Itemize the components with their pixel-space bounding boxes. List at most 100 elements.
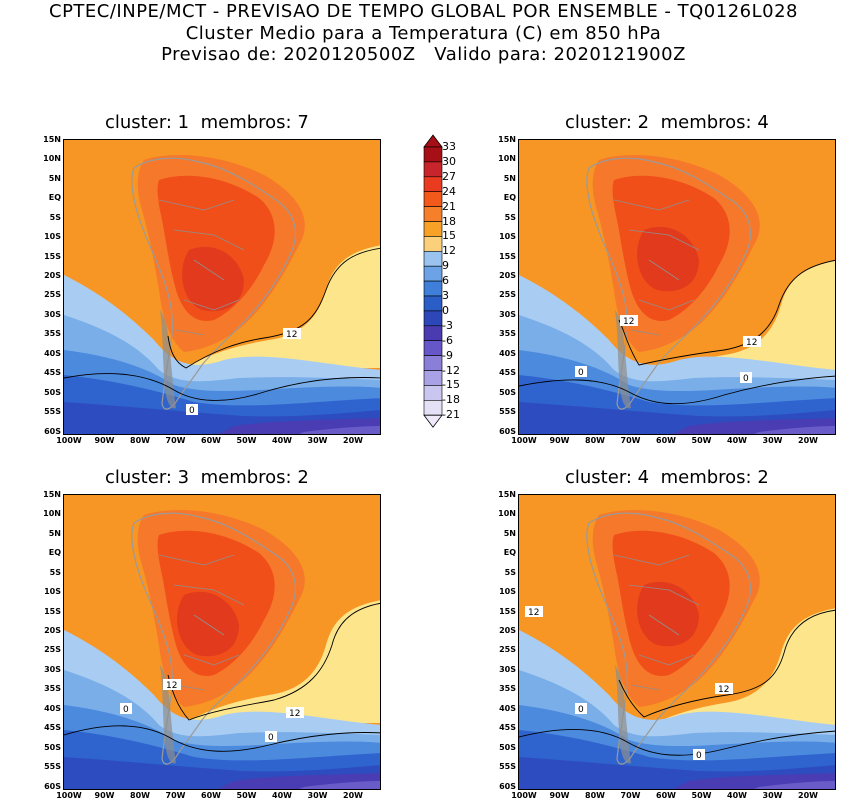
- x-axis-tick-label: 40W: [272, 791, 292, 800]
- header-line-2: Cluster Medio para a Temperatura (C) em …: [185, 23, 662, 44]
- contour-label: 12: [623, 317, 634, 327]
- x-axis-tick-label: 80W: [130, 791, 150, 800]
- band-24-core: [637, 581, 699, 647]
- x-axis-tick-label: 20W: [798, 791, 818, 800]
- colorbar-label: 24: [442, 184, 456, 198]
- band-9-atlantic: [639, 260, 835, 383]
- band-m12-south: [754, 781, 835, 789]
- colorbar-swatch: [423, 370, 443, 386]
- contour-line-0: [64, 725, 380, 752]
- panel-title-3: cluster: 3 membros: 2: [105, 467, 309, 488]
- y-axis-tick-label: 5N: [48, 173, 61, 183]
- y-axis-tick-label: 10S: [44, 587, 61, 597]
- y-axis-tick-label: 40S: [44, 703, 61, 713]
- y-axis-tick-label: 40S: [44, 348, 61, 358]
- x-axis-tick-label: 70W: [620, 436, 641, 445]
- colorbar-label: -15: [442, 378, 460, 392]
- band-12-atlantic: [769, 495, 835, 553]
- colorbar-swatch: [423, 295, 443, 312]
- y-axis-tick-label: 60S: [499, 781, 516, 791]
- contour-label-box: [620, 315, 638, 326]
- contour-label: 0: [189, 406, 195, 416]
- y-axis-tick-label: 35S: [499, 329, 516, 339]
- y-axis-tick-label: 30S: [44, 309, 61, 319]
- contour-label: 0: [123, 705, 129, 715]
- colorbar-swatch: [423, 399, 443, 416]
- y-axis-tick-label: 45S: [499, 723, 516, 733]
- contour-label: 0: [696, 751, 702, 761]
- country-borders: [158, 554, 245, 691]
- map-panel-cluster-3: 12 12 0 0: [63, 494, 381, 790]
- y-axis-tick-label: 25S: [44, 645, 61, 655]
- map-panel-cluster-4: 12 12 0 0: [518, 494, 836, 790]
- colorbar-swatch: [423, 236, 443, 252]
- y-axis-tick-label: 10N: [43, 509, 61, 519]
- y-axis-tick-label: 5N: [503, 173, 516, 183]
- colorbar-label: -9: [442, 348, 453, 362]
- map-panel-cluster-1: 12 0: [63, 139, 381, 435]
- y-axis-tick-label: 15N: [43, 135, 61, 144]
- andes-terrain: [615, 665, 631, 764]
- x-axis-tick-label: 80W: [130, 436, 150, 445]
- colorbar-label: 9: [442, 259, 449, 273]
- x-axis-tick-label: 60W: [201, 436, 221, 445]
- panel-title-1: cluster: 1 membros: 7: [105, 112, 309, 133]
- contour-label-box: [575, 366, 587, 377]
- y-axis-tick-label: 45S: [499, 368, 516, 378]
- y-axis-tick-label: 25S: [44, 290, 61, 300]
- x-axis-tick-label: 60W: [656, 791, 676, 800]
- y-axis-tick-label: 10S: [499, 587, 516, 597]
- y-axis-tick-label: 5N: [503, 528, 516, 538]
- contour-label-box: [575, 703, 587, 714]
- x-axis-tick-label: 100W: [56, 791, 82, 800]
- contour-line-12: [618, 259, 835, 366]
- colorbar-label: 27: [442, 169, 456, 183]
- x-axis-tick-label: 30W: [762, 436, 783, 445]
- contour-label: 12: [286, 330, 297, 340]
- y-axis-tick-label: 5S: [504, 212, 516, 222]
- band-24-core: [182, 246, 244, 312]
- colorbar-swatch: [423, 280, 443, 297]
- x-axis-tick-label: 20W: [343, 436, 363, 445]
- continent-coastline: [586, 512, 751, 765]
- contour-label-box: [693, 749, 705, 760]
- x-axis-tick-label: 80W: [585, 791, 605, 800]
- contour-line-12: [167, 247, 380, 369]
- x-axis-tick-label: 100W: [511, 436, 537, 445]
- contour-label: 0: [578, 368, 584, 378]
- colorbar-label: 21: [442, 199, 456, 213]
- y-axis-tick-label: 40S: [499, 703, 516, 713]
- band-12-atlantic: [769, 140, 835, 198]
- continent-coastline: [131, 512, 296, 765]
- y-axis-tick-label: 45S: [44, 723, 61, 733]
- country-borders: [158, 199, 245, 336]
- x-axis-tick-label: 50W: [691, 791, 712, 800]
- contour-line-0: [519, 728, 835, 756]
- y-axis-tick-label: 15N: [498, 490, 516, 499]
- y-axis-tick-label: 10S: [499, 232, 516, 242]
- y-axis-tick-label: 15N: [43, 490, 61, 499]
- band-9-atlantic: [639, 608, 835, 731]
- y-axis-tick-label: 10N: [43, 154, 61, 164]
- colorbar-max-arrow: [423, 134, 443, 148]
- x-axis-tick-label: 50W: [236, 791, 257, 800]
- band-12-atlantic: [314, 140, 380, 198]
- band-m12-south: [754, 426, 835, 434]
- colorbar-label: 3: [442, 289, 449, 302]
- y-axis-tick-label: 20S: [44, 626, 61, 636]
- contour-label-box: [283, 328, 301, 339]
- continent-coastline: [131, 157, 296, 410]
- header-line-1: CPTEC/INPE/MCT - PREVISAO DE TEMPO GLOBA…: [49, 1, 798, 22]
- contour-label: 0: [268, 733, 274, 743]
- y-axis-tick-label: 15S: [499, 606, 516, 616]
- x-axis-tick-label: 70W: [165, 791, 186, 800]
- colorbar-label: 15: [442, 229, 456, 243]
- y-axis-tick-label: EQ: [503, 193, 516, 203]
- y-axis-tick-label: 15S: [44, 251, 61, 261]
- y-axis-tick-label: EQ: [48, 548, 61, 558]
- contour-line-0: [64, 373, 380, 401]
- y-axis-tick-label: 60S: [44, 426, 61, 436]
- y-axis-tick-label: 10S: [44, 232, 61, 242]
- y-axis-tick-label: 5N: [48, 528, 61, 538]
- x-axis-tick-label: 30W: [307, 436, 328, 445]
